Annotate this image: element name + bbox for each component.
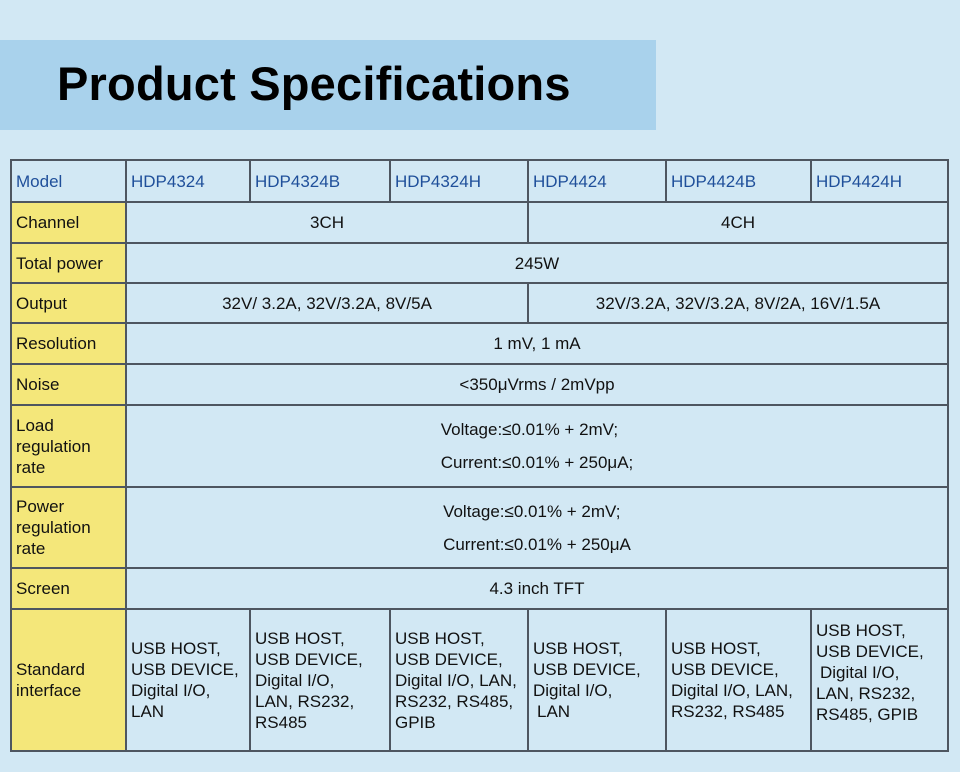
power-regulation-label: Power regulation rate bbox=[10, 486, 127, 569]
interface-line: USB DEVICE, bbox=[255, 649, 363, 669]
load-regulation-voltage: Voltage:≤0.01% + 2mV; bbox=[440, 420, 619, 439]
total-power-value: 245W bbox=[125, 242, 949, 284]
interface-hdp4424: USB HOST, USB DEVICE, Digital I/O, LAN bbox=[527, 608, 667, 752]
screen-value: 4.3 inch TFT bbox=[125, 567, 949, 610]
interface-line: USB DEVICE, bbox=[816, 642, 924, 661]
interface-line: USB HOST, bbox=[671, 639, 761, 658]
power-regulation-voltage: Voltage:≤0.01% + 2mV; bbox=[443, 501, 621, 521]
interface-line: USB DEVICE, bbox=[533, 660, 641, 679]
row-output: Output 32V/ 3.2A, 32V/3.2A, 8V/5A 32V/3.… bbox=[10, 282, 949, 324]
model-hdp4424h: HDP4424H bbox=[810, 159, 949, 203]
model-hdp4424: HDP4424 bbox=[527, 159, 667, 203]
interface-line: RS232, RS485, bbox=[395, 691, 514, 711]
resolution-value: 1 mV, 1 mA bbox=[125, 322, 949, 365]
noise-value: <350μVrms / 2mVpp bbox=[125, 363, 949, 406]
power-regulation-current: Current:≤0.01% + 250μA bbox=[443, 534, 631, 554]
spec-table: Model HDP4324 HDP4324B HDP4324H HDP4424 … bbox=[10, 159, 949, 752]
row-noise: Noise <350μVrms / 2mVpp bbox=[10, 363, 949, 406]
output-3ch: 32V/ 3.2A, 32V/3.2A, 8V/5A bbox=[125, 282, 529, 324]
model-label: Model bbox=[10, 159, 127, 203]
interface-line: LAN, RS232, bbox=[816, 684, 916, 703]
row-total-power: Total power 245W bbox=[10, 242, 949, 284]
output-4ch: 32V/3.2A, 32V/3.2A, 8V/2A, 16V/1.5A bbox=[527, 282, 949, 324]
row-model: Model HDP4324 HDP4324B HDP4324H HDP4424 … bbox=[10, 159, 949, 203]
resolution-label: Resolution bbox=[10, 322, 127, 365]
interface-hdp4324b: USB HOST, USB DEVICE, Digital I/O, LAN, … bbox=[249, 608, 391, 752]
channel-4ch: 4CH bbox=[527, 201, 949, 244]
interface-line: Digital I/O, LAN, bbox=[395, 670, 517, 690]
row-power-regulation: Power regulation rate Voltage:≤0.01% + 2… bbox=[10, 486, 949, 569]
row-channel: Channel 3CH 4CH bbox=[10, 201, 949, 244]
interface-line: USB HOST, bbox=[255, 628, 345, 648]
interface-line: RS485 bbox=[255, 712, 307, 732]
total-power-label: Total power bbox=[10, 242, 127, 284]
interface-line: USB HOST, bbox=[533, 639, 623, 658]
interface-line: Digital I/O, bbox=[131, 681, 211, 700]
power-regulation-stack: Voltage:≤0.01% + 2mV; Current:≤0.01% + 2… bbox=[443, 495, 631, 561]
screen-label: Screen bbox=[10, 567, 127, 610]
model-hdp4324h: HDP4324H bbox=[389, 159, 529, 203]
interface-line: USB DEVICE, bbox=[395, 649, 503, 669]
interface-line: USB HOST, bbox=[816, 621, 906, 640]
interface-hdp4324h: USB HOST, USB DEVICE, Digital I/O, LAN, … bbox=[389, 608, 529, 752]
channel-label: Channel bbox=[10, 201, 127, 244]
interface-line: USB DEVICE, bbox=[671, 660, 779, 679]
row-standard-interface: Standard interface USB HOST, USB DEVICE,… bbox=[10, 608, 949, 752]
load-regulation-label: Load regulation rate bbox=[10, 404, 127, 488]
load-regulation-current: Current:≤0.01% + 250μA; bbox=[440, 453, 634, 472]
interface-line: Digital I/O, LAN, bbox=[671, 681, 793, 700]
noise-label: Noise bbox=[10, 363, 127, 406]
load-regulation-stack: Voltage:≤0.01% + 2mV; Current:≤0.01% + 2… bbox=[441, 413, 634, 479]
interface-line: LAN, RS232, bbox=[255, 691, 355, 711]
interface-line: USB DEVICE, bbox=[131, 660, 239, 679]
page-title: Product Specifications bbox=[57, 57, 571, 110]
output-label: Output bbox=[10, 282, 127, 324]
row-screen: Screen 4.3 inch TFT bbox=[10, 567, 949, 610]
interface-line: LAN bbox=[537, 702, 571, 721]
title-band: Product Specifications bbox=[0, 40, 656, 130]
row-load-regulation: Load regulation rate Voltage:≤0.01% + 2m… bbox=[10, 404, 949, 488]
interface-line: USB HOST, bbox=[131, 639, 221, 658]
interface-line: RS232, RS485 bbox=[671, 702, 785, 721]
interface-hdp4424h: USB HOST, USB DEVICE, Digital I/O, LAN, … bbox=[810, 608, 949, 752]
interface-line: RS485, GPIB bbox=[816, 705, 919, 724]
model-hdp4324b: HDP4324B bbox=[249, 159, 391, 203]
power-regulation-value: Voltage:≤0.01% + 2mV; Current:≤0.01% + 2… bbox=[125, 486, 949, 569]
interface-line: USB HOST, bbox=[395, 628, 485, 648]
interface-line: Digital I/O, bbox=[820, 663, 900, 682]
interface-line: Digital I/O, bbox=[533, 681, 613, 700]
interface-line: LAN bbox=[131, 702, 165, 721]
model-hdp4424b: HDP4424B bbox=[665, 159, 812, 203]
load-regulation-value: Voltage:≤0.01% + 2mV; Current:≤0.01% + 2… bbox=[125, 404, 949, 488]
row-resolution: Resolution 1 mV, 1 mA bbox=[10, 322, 949, 365]
interface-line: GPIB bbox=[395, 712, 436, 732]
standard-interface-label: Standard interface bbox=[10, 608, 127, 752]
interface-line: Digital I/O, bbox=[255, 670, 335, 690]
interface-hdp4324: USB HOST, USB DEVICE, Digital I/O, LAN bbox=[125, 608, 251, 752]
model-hdp4324: HDP4324 bbox=[125, 159, 251, 203]
channel-3ch: 3CH bbox=[125, 201, 529, 244]
interface-hdp4424b: USB HOST, USB DEVICE, Digital I/O, LAN, … bbox=[665, 608, 812, 752]
